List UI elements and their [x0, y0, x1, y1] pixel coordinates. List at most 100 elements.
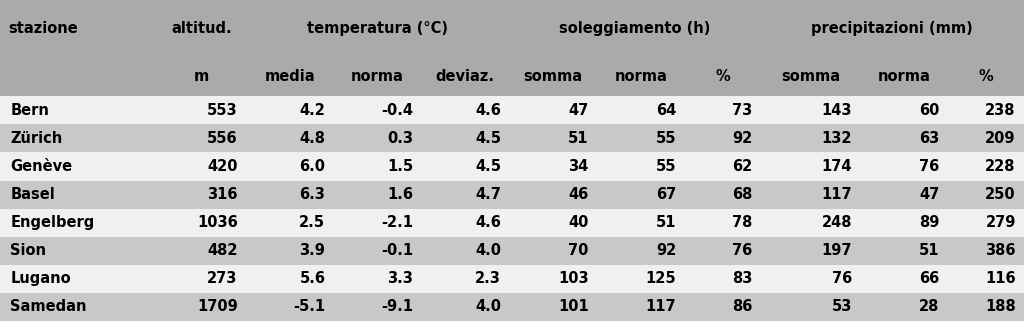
Bar	[0, 0, 1024, 56]
Bar	[0, 209, 1024, 237]
Text: 188: 188	[985, 299, 1016, 315]
Text: deviaz.: deviaz.	[435, 69, 495, 84]
Text: 46: 46	[568, 187, 589, 202]
Text: soleggiamento (h): soleggiamento (h)	[559, 21, 711, 36]
Text: 250: 250	[985, 187, 1016, 202]
Text: 143: 143	[821, 103, 852, 118]
Text: 55: 55	[656, 159, 677, 174]
Bar	[0, 125, 1024, 152]
Text: 228: 228	[985, 159, 1016, 174]
Text: 3.3: 3.3	[387, 271, 413, 286]
Text: Lugano: Lugano	[10, 271, 71, 286]
Text: -2.1: -2.1	[381, 215, 413, 230]
Bar	[0, 237, 1024, 265]
Text: -9.1: -9.1	[381, 299, 413, 315]
Text: 4.5: 4.5	[475, 131, 501, 146]
Text: 76: 76	[920, 159, 940, 174]
Text: somma: somma	[523, 69, 583, 84]
Text: norma: norma	[614, 69, 668, 84]
Bar	[0, 181, 1024, 209]
Text: 2.5: 2.5	[299, 215, 326, 230]
Text: 101: 101	[558, 299, 589, 315]
Text: 0.3: 0.3	[387, 131, 413, 146]
Text: Zürich: Zürich	[10, 131, 62, 146]
Text: 1709: 1709	[197, 299, 238, 315]
Text: 34: 34	[568, 159, 589, 174]
Text: 556: 556	[207, 131, 238, 146]
Text: Genève: Genève	[10, 159, 73, 174]
Text: 68: 68	[732, 187, 753, 202]
Text: Bern: Bern	[10, 103, 49, 118]
Text: 40: 40	[568, 215, 589, 230]
Bar	[0, 265, 1024, 293]
Text: 420: 420	[207, 159, 238, 174]
Text: 53: 53	[831, 299, 852, 315]
Text: 117: 117	[821, 187, 852, 202]
Text: 6.3: 6.3	[299, 187, 326, 202]
Text: 60: 60	[920, 103, 940, 118]
Text: 47: 47	[568, 103, 589, 118]
Text: 125: 125	[646, 271, 677, 286]
Text: media: media	[264, 69, 315, 84]
Bar	[0, 152, 1024, 181]
Text: 28: 28	[920, 299, 940, 315]
Text: 4.8: 4.8	[299, 131, 326, 146]
Text: m: m	[195, 69, 210, 84]
Bar	[0, 293, 1024, 321]
Text: 273: 273	[207, 271, 238, 286]
Text: precipitazioni (mm): precipitazioni (mm)	[811, 21, 973, 36]
Text: 47: 47	[920, 187, 940, 202]
Text: 386: 386	[985, 243, 1016, 258]
Text: Engelberg: Engelberg	[10, 215, 94, 230]
Text: %: %	[979, 69, 993, 84]
Text: 197: 197	[821, 243, 852, 258]
Text: 76: 76	[831, 271, 852, 286]
Text: 78: 78	[732, 215, 753, 230]
Text: %: %	[716, 69, 730, 84]
Text: 92: 92	[656, 243, 677, 258]
Text: 73: 73	[732, 103, 753, 118]
Text: -0.1: -0.1	[381, 243, 413, 258]
Text: norma: norma	[351, 69, 403, 84]
Text: 316: 316	[207, 187, 238, 202]
Text: 2.3: 2.3	[475, 271, 501, 286]
Text: 279: 279	[985, 215, 1016, 230]
Text: 1.6: 1.6	[387, 187, 413, 202]
Text: 4.0: 4.0	[475, 243, 501, 258]
Text: 3.9: 3.9	[299, 243, 326, 258]
Text: 248: 248	[821, 215, 852, 230]
Text: temperatura (°C): temperatura (°C)	[307, 21, 447, 36]
Text: 92: 92	[732, 131, 753, 146]
Text: 51: 51	[568, 131, 589, 146]
Text: 116: 116	[985, 271, 1016, 286]
Text: 482: 482	[207, 243, 238, 258]
Text: 553: 553	[207, 103, 238, 118]
Text: somma: somma	[781, 69, 840, 84]
Text: 6.0: 6.0	[299, 159, 326, 174]
Text: 117: 117	[646, 299, 677, 315]
Text: Basel: Basel	[10, 187, 55, 202]
Text: Samedan: Samedan	[10, 299, 87, 315]
Text: 103: 103	[558, 271, 589, 286]
Text: altitud.: altitud.	[172, 21, 232, 36]
Text: 67: 67	[656, 187, 677, 202]
Text: 4.6: 4.6	[475, 103, 501, 118]
Bar	[0, 56, 1024, 96]
Text: Sion: Sion	[10, 243, 46, 258]
Text: 55: 55	[656, 131, 677, 146]
Text: 89: 89	[920, 215, 940, 230]
Text: -0.4: -0.4	[381, 103, 413, 118]
Text: 86: 86	[732, 299, 753, 315]
Text: 4.6: 4.6	[475, 215, 501, 230]
Text: 238: 238	[985, 103, 1016, 118]
Text: 1036: 1036	[197, 215, 238, 230]
Text: 4.5: 4.5	[475, 159, 501, 174]
Text: 209: 209	[985, 131, 1016, 146]
Text: norma: norma	[878, 69, 931, 84]
Text: 4.7: 4.7	[475, 187, 501, 202]
Text: 63: 63	[920, 131, 940, 146]
Text: 4.2: 4.2	[299, 103, 326, 118]
Text: stazione: stazione	[8, 21, 78, 36]
Bar	[0, 96, 1024, 125]
Text: 174: 174	[821, 159, 852, 174]
